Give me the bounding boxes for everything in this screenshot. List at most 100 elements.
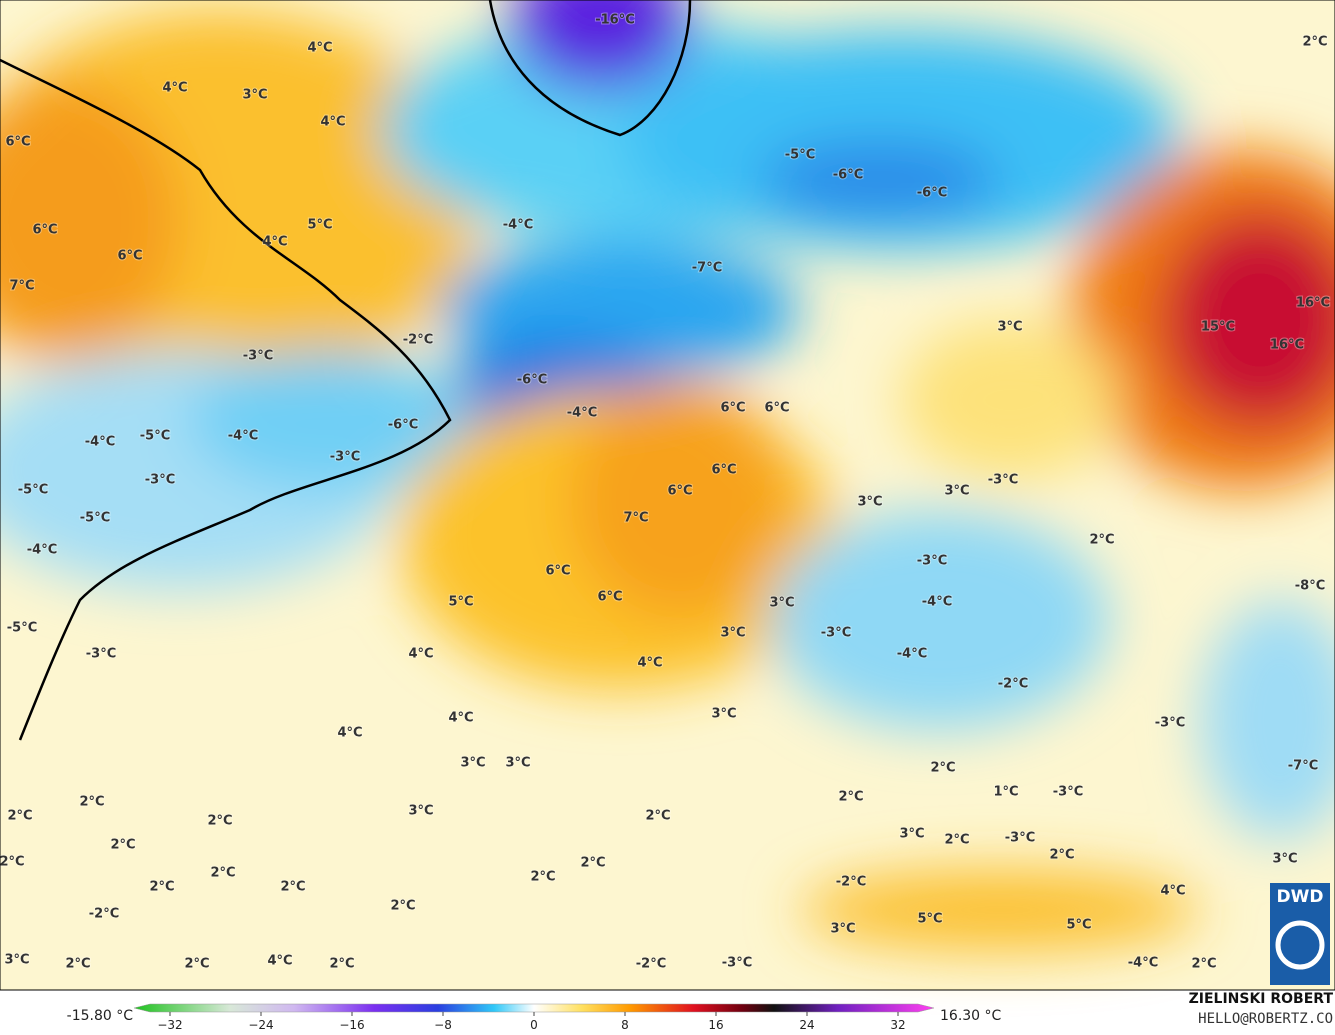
field bbox=[0, 0, 1335, 990]
temp-label: 2°C bbox=[0, 855, 25, 870]
temp-label: 3°C bbox=[769, 596, 794, 611]
temp-label: 5°C bbox=[307, 218, 332, 233]
colorbar-tick-label: −24 bbox=[248, 1018, 273, 1032]
temp-label: -4°C bbox=[503, 218, 533, 233]
temp-label: 5°C bbox=[448, 595, 473, 610]
temp-label: -2°C bbox=[998, 677, 1028, 692]
temp-label: -4°C bbox=[27, 543, 57, 558]
temp-label: 2°C bbox=[930, 761, 955, 776]
temp-label: -3°C bbox=[86, 647, 116, 662]
colorbar-min: -15.80 °C bbox=[67, 1008, 134, 1024]
temp-label: 3°C bbox=[4, 953, 29, 968]
colorbar-tick-label: 8 bbox=[621, 1018, 629, 1032]
temp-label: 6°C bbox=[597, 590, 622, 605]
temp-label: 4°C bbox=[637, 656, 662, 671]
colorbar-tick-label: 32 bbox=[890, 1018, 905, 1032]
temp-label: -3°C bbox=[1053, 785, 1083, 800]
temp-label: 2°C bbox=[1089, 533, 1114, 548]
temp-label: 3°C bbox=[944, 484, 969, 499]
temp-label: 5°C bbox=[917, 912, 942, 927]
temp-label: 2°C bbox=[1191, 957, 1216, 972]
temp-label: 4°C bbox=[448, 711, 473, 726]
temp-label: -5°C bbox=[785, 148, 815, 163]
temp-label: 2°C bbox=[645, 809, 670, 824]
temp-label: 7°C bbox=[9, 279, 34, 294]
temp-label: -7°C bbox=[692, 261, 722, 276]
temp-label: 3°C bbox=[242, 88, 267, 103]
temp-label: 2°C bbox=[280, 880, 305, 895]
temp-label: 4°C bbox=[162, 81, 187, 96]
temp-label: 2°C bbox=[65, 957, 90, 972]
temp-label: -5°C bbox=[140, 429, 170, 444]
temp-label: 3°C bbox=[720, 626, 745, 641]
colorbar-tick-label: −32 bbox=[157, 1018, 182, 1032]
colorbar-max: 16.30 °C bbox=[940, 1008, 1002, 1024]
temp-label: -2°C bbox=[89, 907, 119, 922]
temp-label: 3°C bbox=[1272, 852, 1297, 867]
temp-label: 3°C bbox=[460, 756, 485, 771]
temp-label: 4°C bbox=[408, 647, 433, 662]
temp-label: -2°C bbox=[836, 875, 866, 890]
colorbar-tick-label: 24 bbox=[799, 1018, 814, 1032]
temp-label: 2°C bbox=[390, 899, 415, 914]
credit-contact: HELLO@ROBERTZ.CO bbox=[1198, 1011, 1333, 1027]
temp-label: -2°C bbox=[636, 957, 666, 972]
temp-label: -6°C bbox=[517, 373, 547, 388]
temp-label: 2°C bbox=[580, 856, 605, 871]
temp-label: -7°C bbox=[1288, 759, 1318, 774]
temp-label: 2°C bbox=[1302, 35, 1327, 50]
temp-label: 6°C bbox=[764, 401, 789, 416]
temp-label: 6°C bbox=[667, 484, 692, 499]
temperature-labels: -16°C 2°C 4°C 4°C 3°C 4°C 6°C -5°C -6°C -6°C -4°C 5… bbox=[0, 12, 1331, 973]
frame bbox=[0, 0, 1335, 991]
temp-label: -6°C bbox=[833, 168, 863, 183]
temp-label: -3°C bbox=[145, 473, 175, 488]
temp-label: -4°C bbox=[567, 406, 597, 421]
temp-label: 2°C bbox=[530, 870, 555, 885]
temp-label: 3°C bbox=[830, 922, 855, 937]
temp-label: -6°C bbox=[917, 186, 947, 201]
temp-label: -3°C bbox=[988, 473, 1018, 488]
temp-label: 2°C bbox=[329, 957, 354, 972]
temp-label: -3°C bbox=[917, 554, 947, 569]
temp-label: 6°C bbox=[545, 564, 570, 579]
temp-label: -4°C bbox=[228, 429, 258, 444]
temp-label: 3°C bbox=[711, 707, 736, 722]
temp-label: -3°C bbox=[243, 349, 273, 364]
temp-label: 1°C bbox=[993, 785, 1018, 800]
colorbar-tick-label: −8 bbox=[434, 1018, 452, 1032]
temp-label: 6°C bbox=[117, 249, 142, 264]
temp-label: -6°C bbox=[388, 418, 418, 433]
temp-label: 6°C bbox=[5, 135, 30, 150]
temp-label: 6°C bbox=[32, 223, 57, 238]
temp-label: -3°C bbox=[1155, 716, 1185, 731]
temp-label: -3°C bbox=[1005, 831, 1035, 846]
temp-label: -8°C bbox=[1295, 579, 1325, 594]
colorbar-tick-label: 0 bbox=[530, 1018, 538, 1032]
colorbar-tick-label: 16 bbox=[708, 1018, 723, 1032]
temp-label: -4°C bbox=[897, 647, 927, 662]
temp-label: 4°C bbox=[267, 954, 292, 969]
temp-label: 4°C bbox=[262, 235, 287, 250]
temp-label: 4°C bbox=[307, 41, 332, 56]
temp-label: 2°C bbox=[110, 838, 135, 853]
temp-label: 2°C bbox=[944, 833, 969, 848]
temp-label: 4°C bbox=[320, 115, 345, 130]
temp-label: -2°C bbox=[403, 333, 433, 348]
temp-label: 7°C bbox=[623, 511, 648, 526]
temp-label: 3°C bbox=[857, 495, 882, 510]
temp-label: 6°C bbox=[711, 463, 736, 478]
temp-label: 2°C bbox=[210, 866, 235, 881]
temp-label: 2°C bbox=[184, 957, 209, 972]
temp-label: 15°C bbox=[1201, 320, 1235, 335]
temp-label: -3°C bbox=[821, 626, 851, 641]
temp-label: 3°C bbox=[408, 804, 433, 819]
temp-label: 4°C bbox=[1160, 884, 1185, 899]
temp-label: -16°C bbox=[595, 13, 635, 28]
credit-name: ZIELINSKI ROBERT bbox=[1189, 991, 1334, 1007]
temp-label: -5°C bbox=[18, 483, 48, 498]
temp-label: 2°C bbox=[838, 790, 863, 805]
temp-label: -4°C bbox=[1128, 956, 1158, 971]
colorbar-tick-label: −16 bbox=[339, 1018, 364, 1032]
